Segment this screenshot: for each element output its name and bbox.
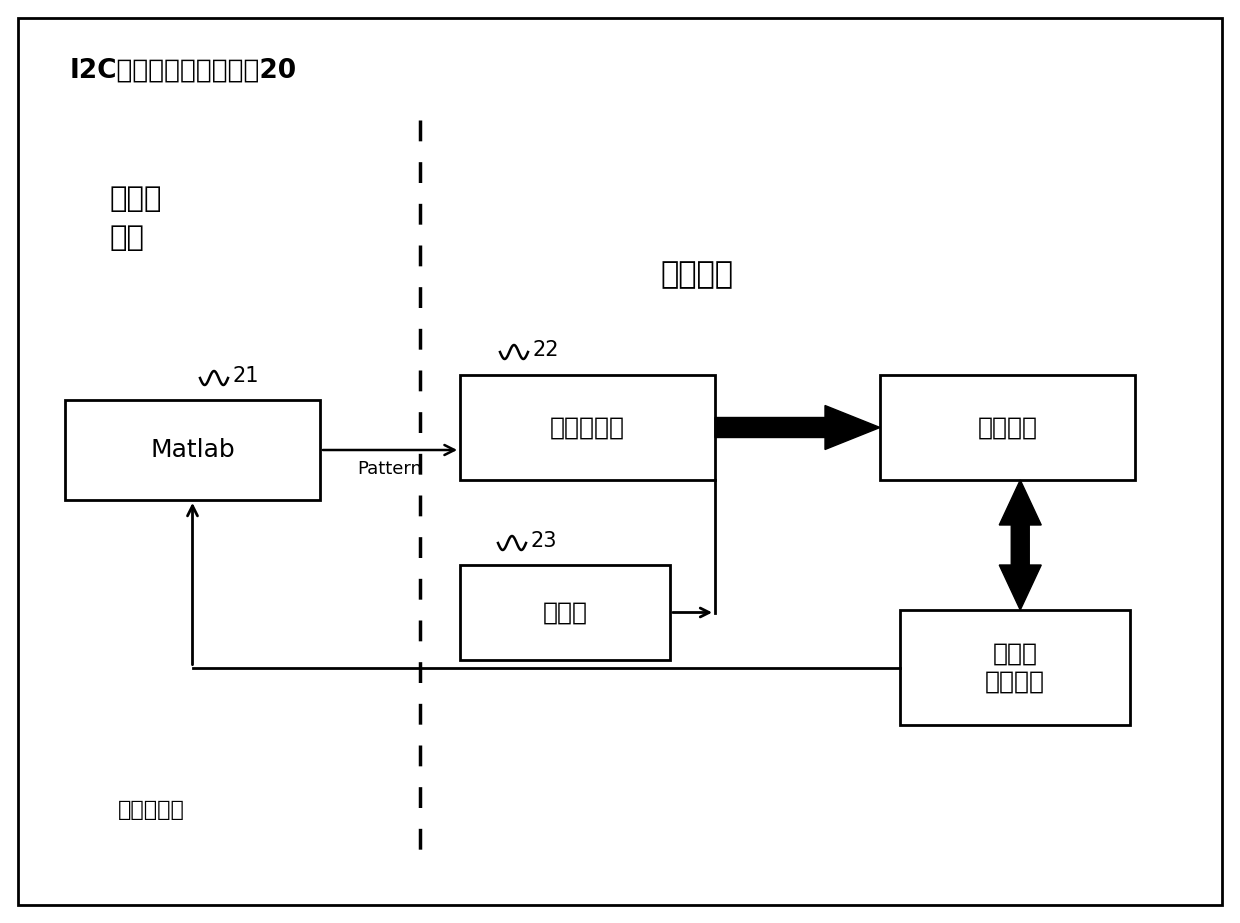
Bar: [460, 375, 715, 480]
Bar: [64, 400, 320, 500]
Text: 23: 23: [529, 531, 557, 551]
Bar: [880, 375, 1135, 480]
Text: 22: 22: [532, 340, 558, 360]
Text: 信号发生器: 信号发生器: [551, 415, 625, 439]
Text: 单片机
（辅助）: 单片机 （辅助）: [985, 641, 1045, 693]
Text: 计算机
电脑: 计算机 电脑: [110, 185, 162, 252]
Text: 示波器: 示波器: [543, 601, 588, 625]
Bar: [900, 610, 1130, 725]
Text: 测试平台: 测试平台: [660, 260, 733, 289]
Text: Pattern: Pattern: [357, 460, 423, 478]
Polygon shape: [999, 480, 1042, 610]
Text: 读回写入值: 读回写入值: [118, 800, 185, 820]
Bar: [460, 565, 670, 660]
Text: 21: 21: [232, 366, 258, 386]
Text: Matlab: Matlab: [150, 438, 234, 462]
Polygon shape: [715, 405, 880, 450]
Text: 被测设备: 被测设备: [977, 415, 1038, 439]
Text: I2C总线兼容性测试系统20: I2C总线兼容性测试系统20: [69, 58, 298, 84]
